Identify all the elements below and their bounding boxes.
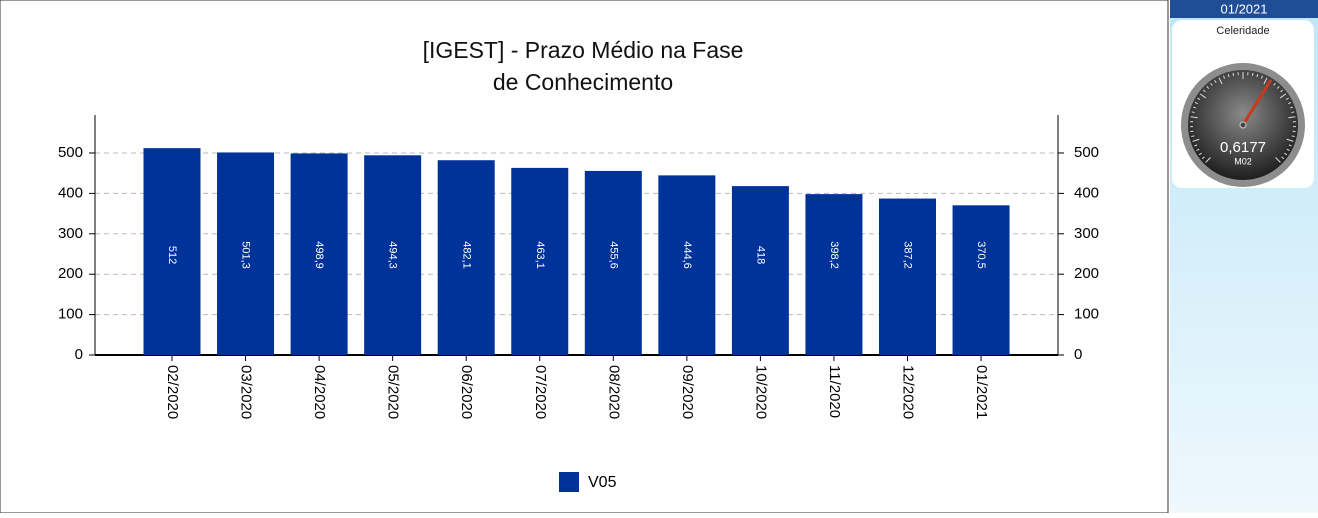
y2-tick-label: 100 [1074,306,1099,323]
bar [879,199,936,355]
y2-tick-label: 0 [1074,346,1082,363]
period: 01/2021 [1221,1,1268,16]
bar [805,194,862,355]
title-line: de Conhecimento [493,69,673,95]
x-tick-label: 06/2020 [458,365,475,419]
x-tick-label: 07/2020 [532,365,549,419]
gauge-hub [1240,122,1246,128]
value-label: 512 [166,246,178,264]
x-tick-label: 02/2020 [164,365,181,419]
title-line: [IGEST] - Prazo Médio na Fase [423,37,744,63]
bar [732,186,789,355]
x-tick-label: 10/2020 [752,365,769,419]
legend-swatch [559,472,579,492]
value-label: 482,1 [460,241,472,269]
gauge-tick [1292,136,1295,137]
value-label: 370,5 [975,241,987,269]
gauge-title: Celeridade [1216,25,1269,37]
y2-tick-label: 400 [1074,184,1099,201]
x-tick-label: 08/2020 [605,365,622,419]
x-tick-label: 03/2020 [238,365,255,419]
y2-tick-label: 300 [1074,225,1099,242]
value-label: 498,9 [313,241,325,269]
value-label: 444,6 [681,241,693,269]
value-label: 398,2 [828,241,840,269]
value-label: 455,6 [607,241,619,269]
y-tick-label: 200 [58,265,83,282]
bar [953,205,1010,355]
gauge-tick [1252,73,1253,76]
x-tick-label: 05/2020 [385,365,402,419]
gauge-value: 0,6177 [1220,139,1266,156]
y-tick-label: 500 [58,144,83,161]
x-tick-label: 04/2020 [311,365,328,419]
value-label: 494,3 [387,241,399,269]
y2-tick-label: 500 [1074,144,1099,161]
legend-label: V05 [588,474,617,491]
y2-tick-label: 200 [1074,265,1099,282]
value-label: 418 [754,246,766,264]
gauge-tick [1233,73,1234,76]
value-label: 463,1 [534,241,546,269]
gauge-tick [1191,136,1194,137]
x-tick-label: 12/2020 [900,365,917,419]
y-tick-label: 400 [58,184,83,201]
value-label: 501,3 [240,241,252,269]
x-tick-label: 11/2020 [826,365,843,418]
y-tick-label: 0 [75,346,83,363]
gauge-subtitle: M02 [1234,156,1252,166]
value-label: 387,2 [902,241,914,269]
x-tick-label: 01/2021 [973,365,990,419]
y-tick-label: 300 [58,225,83,242]
y-tick-label: 100 [58,306,83,323]
x-tick-label: 09/2020 [679,365,696,419]
